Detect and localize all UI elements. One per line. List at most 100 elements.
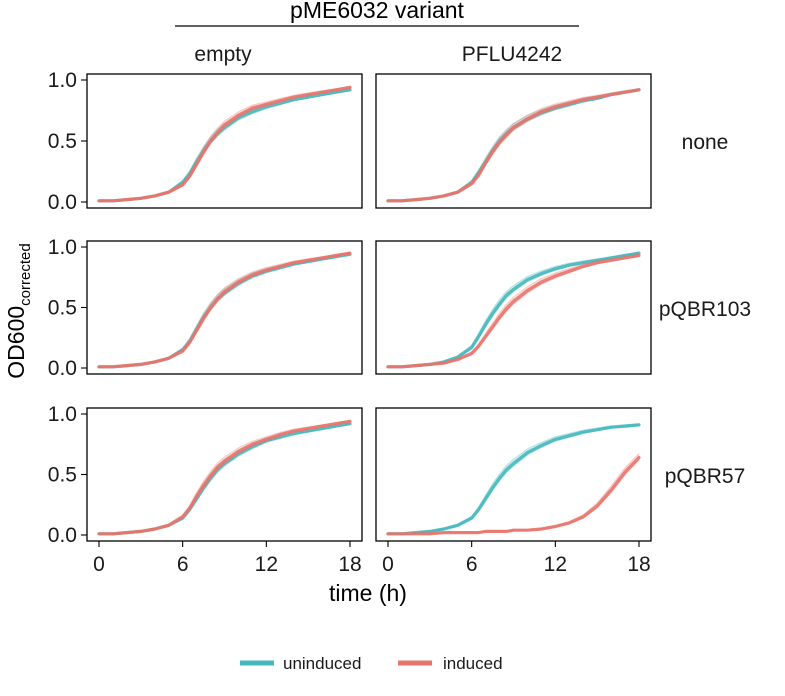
replicate-line-uninduced-2: [388, 88, 640, 202]
panel-pqbr57-pflu4242: 0 6 12 18: [375, 407, 652, 576]
panel-lines: [97, 85, 352, 203]
legend: uninduced induced: [240, 654, 503, 673]
chart-title: pME6032 variant: [290, 0, 464, 23]
series-line-induced: [386, 88, 641, 203]
x-tick-label: 0: [382, 553, 394, 576]
replicate-line-uninduced-2: [388, 251, 640, 368]
replicate-line-uninduced-3: [388, 252, 640, 368]
y-tick-label: 1.0: [48, 69, 77, 92]
replicate-line-induced-3: [388, 458, 640, 535]
y-tick-label: 0.5: [48, 464, 77, 487]
replicate-line-uninduced-3: [99, 253, 351, 368]
replicate-line-uninduced-1: [99, 422, 351, 535]
replicate-line-uninduced-1: [388, 423, 640, 535]
replicate-line-induced-0: [99, 252, 351, 368]
x-tick-label: 0: [93, 553, 105, 576]
replicate-line-uninduced-3: [388, 424, 640, 535]
row-label-pqbr57: pQBR57: [665, 465, 746, 488]
x-tick-label: 18: [338, 553, 361, 576]
series-line-induced: [97, 85, 352, 203]
series-line-uninduced: [386, 251, 641, 369]
panel-none-pflu4242: [375, 73, 652, 209]
series-line-uninduced: [97, 252, 352, 369]
replicate-line-uninduced-1: [388, 88, 640, 202]
y-tick-label: 0.0: [48, 524, 77, 547]
series-line-induced: [97, 251, 352, 369]
panel-pqbr103-empty: 0.0 0.5 1.0: [48, 236, 363, 380]
replicate-line-induced-1: [388, 455, 640, 535]
replicate-line-uninduced-2: [99, 88, 351, 202]
series-line-uninduced: [386, 88, 641, 203]
panel-lines: [97, 251, 352, 369]
replicate-line-induced-1: [388, 88, 640, 202]
replicate-line-uninduced-0: [99, 423, 351, 535]
replicate-line-induced-3: [99, 252, 351, 368]
y-tick-label: 0.0: [48, 357, 77, 380]
row-label-none: none: [682, 131, 729, 154]
replicate-line-induced-3: [99, 420, 351, 535]
column-label-pflu4242: PFLU4242: [462, 43, 562, 66]
replicate-line-induced-2: [388, 253, 640, 368]
replicate-line-uninduced-0: [388, 252, 640, 368]
series-line-uninduced: [97, 422, 352, 536]
replicate-line-induced-3: [99, 87, 351, 202]
replicate-line-induced-0: [99, 421, 351, 535]
panel-frame: [375, 407, 652, 542]
replicate-line-uninduced-0: [388, 425, 640, 535]
series-line-uninduced: [386, 423, 641, 536]
replicate-line-induced-1: [99, 86, 351, 202]
panel-frame: [375, 240, 652, 375]
replicate-line-induced-2: [99, 419, 351, 535]
series-line-induced: [97, 419, 352, 536]
panel-grid: 0.0 0.5 1.0 0.0 0.5 1.0 0.0 0.5 1.0 0 6 12 18 0 6 12 18: [48, 69, 652, 576]
replicate-line-induced-0: [388, 89, 640, 202]
replicate-line-induced-2: [388, 88, 640, 202]
replicate-line-uninduced-2: [388, 423, 640, 535]
replicate-line-induced-0: [99, 87, 351, 202]
replicate-line-induced-1: [99, 420, 351, 535]
replicate-line-induced-3: [388, 89, 640, 202]
y-axis-title: OD600corrected: [3, 243, 34, 378]
legend-label-uninduced: uninduced: [283, 654, 361, 673]
replicate-line-uninduced-2: [99, 252, 351, 368]
y-tick-label: 0.5: [48, 130, 77, 153]
replicate-line-uninduced-0: [388, 89, 640, 202]
panel-pqbr57-empty: 0.0 0.5 1.0 0 6 12 18: [48, 403, 363, 576]
replicate-line-uninduced-1: [99, 88, 351, 202]
y-tick-label: 1.0: [48, 236, 77, 259]
panel-lines: [97, 419, 352, 536]
replicate-line-uninduced-1: [388, 252, 640, 368]
column-label-empty: empty: [194, 43, 252, 66]
y-tick-label: 0.5: [48, 297, 77, 320]
panel-none-empty: 0.0 0.5 1.0: [48, 69, 363, 214]
x-tick-label: 12: [544, 553, 567, 576]
y-tick-label: 0.0: [48, 191, 77, 214]
replicate-line-induced-0: [388, 459, 640, 535]
x-tick-label: 12: [255, 553, 278, 576]
y-axis-title-subscript: corrected: [17, 243, 34, 306]
panel-frame: [375, 73, 652, 209]
series-line-induced: [386, 456, 641, 536]
replicate-line-induced-2: [99, 251, 351, 368]
replicate-line-uninduced-3: [388, 89, 640, 202]
replicate-line-uninduced-3: [99, 423, 351, 535]
panel-pqbr103-pflu4242: [375, 240, 652, 375]
series-line-uninduced: [97, 88, 352, 203]
replicate-line-induced-3: [388, 255, 640, 368]
legend-label-induced: induced: [443, 654, 503, 673]
x-tick-label: 18: [627, 553, 650, 576]
replicate-line-induced-0: [388, 255, 640, 368]
x-axis-title: time (h): [329, 580, 407, 606]
x-tick-label: 6: [177, 553, 189, 576]
replicate-line-induced-1: [99, 252, 351, 368]
replicate-line-uninduced-1: [99, 253, 351, 368]
replicate-line-uninduced-2: [99, 422, 351, 535]
panel-lines: [386, 88, 641, 203]
panel-lines: [386, 251, 641, 369]
y-axis-title-main: OD600: [3, 306, 29, 379]
replicate-line-uninduced-3: [99, 89, 351, 202]
replicate-line-uninduced-0: [99, 254, 351, 368]
replicate-line-induced-1: [388, 254, 640, 368]
series-line-induced: [386, 253, 641, 369]
